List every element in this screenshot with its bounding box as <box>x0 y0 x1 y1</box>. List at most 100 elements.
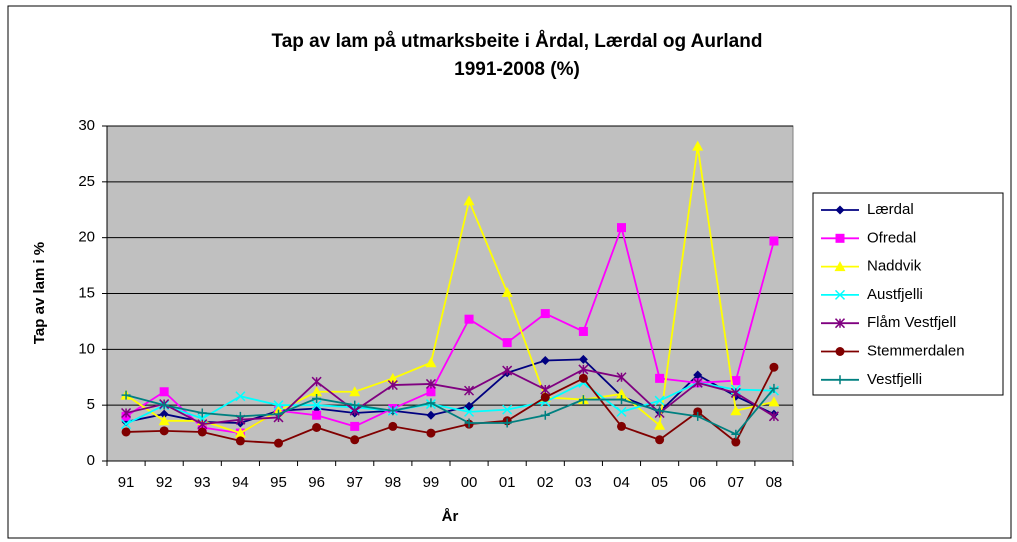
marker <box>121 419 132 430</box>
marker <box>578 354 588 364</box>
marker <box>235 411 245 421</box>
marker <box>501 286 513 297</box>
marker <box>834 261 846 272</box>
marker <box>273 400 284 411</box>
series-line <box>125 387 775 436</box>
marker <box>730 405 742 416</box>
y-tick-label: 0 <box>87 452 95 469</box>
marker <box>311 376 322 387</box>
marker <box>834 289 846 300</box>
marker <box>655 406 665 416</box>
marker <box>235 436 245 446</box>
marker <box>350 421 360 431</box>
x-tick-label: 92 <box>156 474 173 491</box>
series-line <box>125 358 775 424</box>
legend-label: Naddvik <box>867 258 922 275</box>
marker <box>692 377 703 388</box>
marker <box>768 396 780 407</box>
marker <box>350 435 360 445</box>
marker <box>121 427 131 437</box>
marker <box>616 406 627 417</box>
y-tick-label: 20 <box>78 229 95 246</box>
marker <box>425 378 436 389</box>
legend-label: Vestfjelli <box>867 371 922 388</box>
marker <box>159 387 169 397</box>
marker <box>121 390 131 400</box>
marker <box>426 428 436 438</box>
x-tick-label: 06 <box>689 474 706 491</box>
marker <box>502 418 512 428</box>
y-tick-label: 5 <box>87 396 95 413</box>
marker <box>578 364 589 375</box>
marker <box>426 398 436 408</box>
series-line <box>125 381 774 425</box>
legend-label: Ofredal <box>867 229 916 246</box>
x-tick-label: 93 <box>194 474 211 491</box>
marker <box>274 409 283 419</box>
marker <box>312 410 322 420</box>
marker <box>349 386 361 397</box>
marker <box>692 140 704 151</box>
marker <box>617 223 626 233</box>
legend-label: Stemmerdalen <box>867 342 965 359</box>
marker <box>311 386 323 397</box>
x-tick-label: 00 <box>461 474 478 491</box>
marker <box>654 419 666 430</box>
marker <box>464 401 474 411</box>
marker <box>617 421 626 431</box>
marker <box>426 387 436 397</box>
marker <box>835 233 845 243</box>
marker <box>693 370 703 380</box>
y-tick-label: 25 <box>78 173 95 190</box>
marker <box>387 380 398 391</box>
series-line <box>126 366 775 445</box>
marker <box>464 385 475 396</box>
marker <box>768 411 779 422</box>
legend-label: Lærdal <box>867 201 914 218</box>
marker <box>463 195 475 206</box>
x-tick-label: 07 <box>727 474 744 491</box>
marker <box>540 309 550 319</box>
marker <box>769 236 779 246</box>
marker <box>197 408 207 418</box>
marker <box>502 338 512 348</box>
marker <box>834 318 846 329</box>
x-tick-label: 91 <box>118 474 135 491</box>
x-tick-label: 02 <box>537 474 554 491</box>
chart-subtitle: 1991-2008 (%) <box>454 59 580 80</box>
marker <box>159 426 169 436</box>
y-tick-label: 10 <box>78 340 95 357</box>
marker <box>540 384 551 395</box>
marker <box>502 404 513 415</box>
marker <box>769 362 779 372</box>
marker <box>502 365 513 376</box>
marker <box>835 375 845 385</box>
legend-label: Austfjelli <box>867 286 923 303</box>
marker <box>835 205 845 215</box>
marker <box>769 383 779 393</box>
marker <box>350 400 360 410</box>
x-tick-label: 04 <box>613 474 630 491</box>
x-tick-label: 94 <box>232 474 249 491</box>
x-tick-label: 95 <box>270 474 287 491</box>
y-axis-title: Tap av lam i % <box>31 242 48 344</box>
marker <box>426 410 436 420</box>
marker <box>540 410 550 420</box>
marker <box>121 407 132 419</box>
marker <box>311 400 322 411</box>
marker <box>464 418 474 428</box>
marker <box>654 395 665 406</box>
marker <box>197 427 207 437</box>
marker <box>731 429 741 439</box>
marker <box>388 421 398 431</box>
marker <box>540 356 550 365</box>
marker <box>197 419 208 430</box>
chart-title: Tap av lam på utmarksbeite i Årdal, Lærd… <box>272 31 763 52</box>
marker <box>731 376 741 386</box>
series-line <box>125 368 775 426</box>
marker <box>578 395 588 405</box>
legend-label: Flåm Vestfjell <box>867 314 956 331</box>
marker <box>578 373 588 383</box>
marker <box>388 406 398 416</box>
marker <box>730 387 741 398</box>
